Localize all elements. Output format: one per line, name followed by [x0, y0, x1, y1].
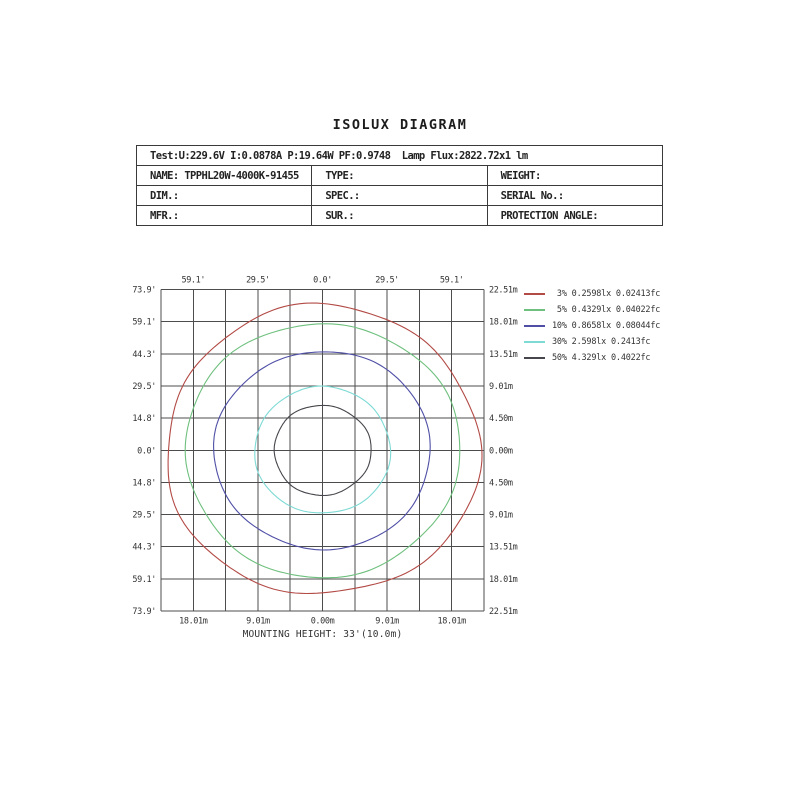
left-axis-tick-label: 0.0'	[137, 446, 156, 456]
bottom-axis-tick-label: 9.01m	[246, 617, 270, 627]
bottom-axis-tick-label: 18.01m	[438, 617, 467, 627]
top-axis-tick-label: 29.5'	[246, 276, 270, 286]
right-axis-tick-label: 4.50m	[489, 414, 513, 424]
left-axis-tick-label: 73.9'	[132, 607, 156, 617]
left-axis-tick-label: 29.5'	[132, 511, 156, 521]
bottom-axis-tick-label: 0.00m	[311, 617, 335, 627]
left-axis-tick-label: 14.8'	[132, 478, 156, 488]
legend-label: 3% 0.2598lx 0.02413fc	[552, 289, 661, 299]
right-axis-tick-label: 18.01m	[489, 318, 518, 328]
bottom-axis-tick-label: 9.01m	[375, 617, 399, 627]
legend-line-swatch	[524, 341, 545, 343]
table-row: DIM.: SPEC.: SERIAL No.:	[135, 185, 664, 206]
table-row: NAME: TPPHL20W-4000K-91455 TYPE: WEIGHT:	[135, 165, 664, 186]
legend-line-swatch	[524, 357, 545, 359]
right-axis-tick-label: 0.00m	[489, 446, 513, 456]
left-axis-tick-label: 29.5'	[132, 382, 156, 392]
mfr-cell: MFR.:	[135, 205, 313, 226]
top-axis-tick-label: 0.0'	[313, 276, 332, 286]
right-axis-tick-label: 9.01m	[489, 382, 513, 392]
name-cell: NAME: TPPHL20W-4000K-91455	[135, 165, 313, 186]
protection-angle-cell: PROTECTION ANGLE:	[486, 205, 664, 226]
top-axis-tick-label: 59.1'	[440, 276, 464, 286]
right-axis-tick-label: 22.51m	[489, 607, 518, 617]
isolux-legend: 3% 0.2598lx 0.02413fc 5% 0.4329lx 0.0402…	[524, 286, 660, 366]
legend-row: 5% 0.4329lx 0.04022fc	[524, 302, 660, 318]
left-axis-tick-label: 73.9'	[132, 286, 156, 296]
isolux-contour-3%	[167, 302, 483, 595]
legend-line-swatch	[524, 325, 545, 327]
table-row: Test:U:229.6V I:0.0878A P:19.64W PF:0.97…	[136, 145, 663, 166]
sur-cell: SUR.:	[311, 205, 488, 226]
legend-row: 10% 0.8658lx 0.08044fc	[524, 318, 660, 334]
isolux-contour-5%	[184, 323, 461, 579]
legend-line-swatch	[524, 293, 545, 295]
right-axis-tick-label: 13.51m	[489, 543, 518, 553]
top-axis-tick-label: 29.5'	[375, 276, 399, 286]
bottom-axis-tick-label: 18.01m	[179, 617, 208, 627]
test-info-table: Test:U:229.6V I:0.0878A P:19.64W PF:0.97…	[135, 145, 664, 226]
right-axis-tick-label: 18.01m	[489, 575, 518, 585]
left-axis-tick-label: 44.3'	[132, 543, 156, 553]
legend-row: 30% 2.598lx 0.2413fc	[524, 334, 660, 350]
left-axis-tick-label: 59.1'	[132, 318, 156, 328]
mounting-height-label: MOUNTING HEIGHT: 33'(10.0m)	[243, 629, 403, 640]
page-title: ISOLUX DIAGRAM	[332, 117, 468, 133]
right-axis-tick-label: 13.51m	[489, 350, 518, 360]
left-axis-tick-label: 59.1'	[132, 575, 156, 585]
right-axis-tick-label: 9.01m	[489, 511, 513, 521]
legend-label: 10% 0.8658lx 0.08044fc	[552, 321, 661, 331]
legend-line-swatch	[524, 309, 545, 311]
isolux-contour-50%	[273, 404, 372, 497]
legend-label: 50% 4.329lx 0.4022fc	[552, 353, 651, 363]
legend-row: 3% 0.2598lx 0.02413fc	[524, 286, 660, 302]
table-row: MFR.: SUR.: PROTECTION ANGLE:	[135, 205, 664, 226]
left-axis-tick-label: 44.3'	[132, 350, 156, 360]
legend-label: 30% 2.598lx 0.2413fc	[552, 337, 651, 347]
right-axis-tick-label: 4.50m	[489, 478, 513, 488]
legend-row: 50% 4.329lx 0.4022fc	[524, 350, 660, 366]
isolux-contour-10%	[213, 351, 431, 551]
top-axis-tick-label: 59.1'	[182, 276, 206, 286]
isolux-contour-30%	[254, 385, 392, 514]
legend-label: 5% 0.4329lx 0.04022fc	[552, 305, 661, 315]
weight-cell: WEIGHT:	[486, 165, 664, 186]
right-axis-tick-label: 22.51m	[489, 286, 518, 296]
left-axis-tick-label: 14.8'	[132, 414, 156, 424]
test-conditions-cell: Test:U:229.6V I:0.0878A P:19.64W PF:0.97…	[136, 145, 663, 166]
